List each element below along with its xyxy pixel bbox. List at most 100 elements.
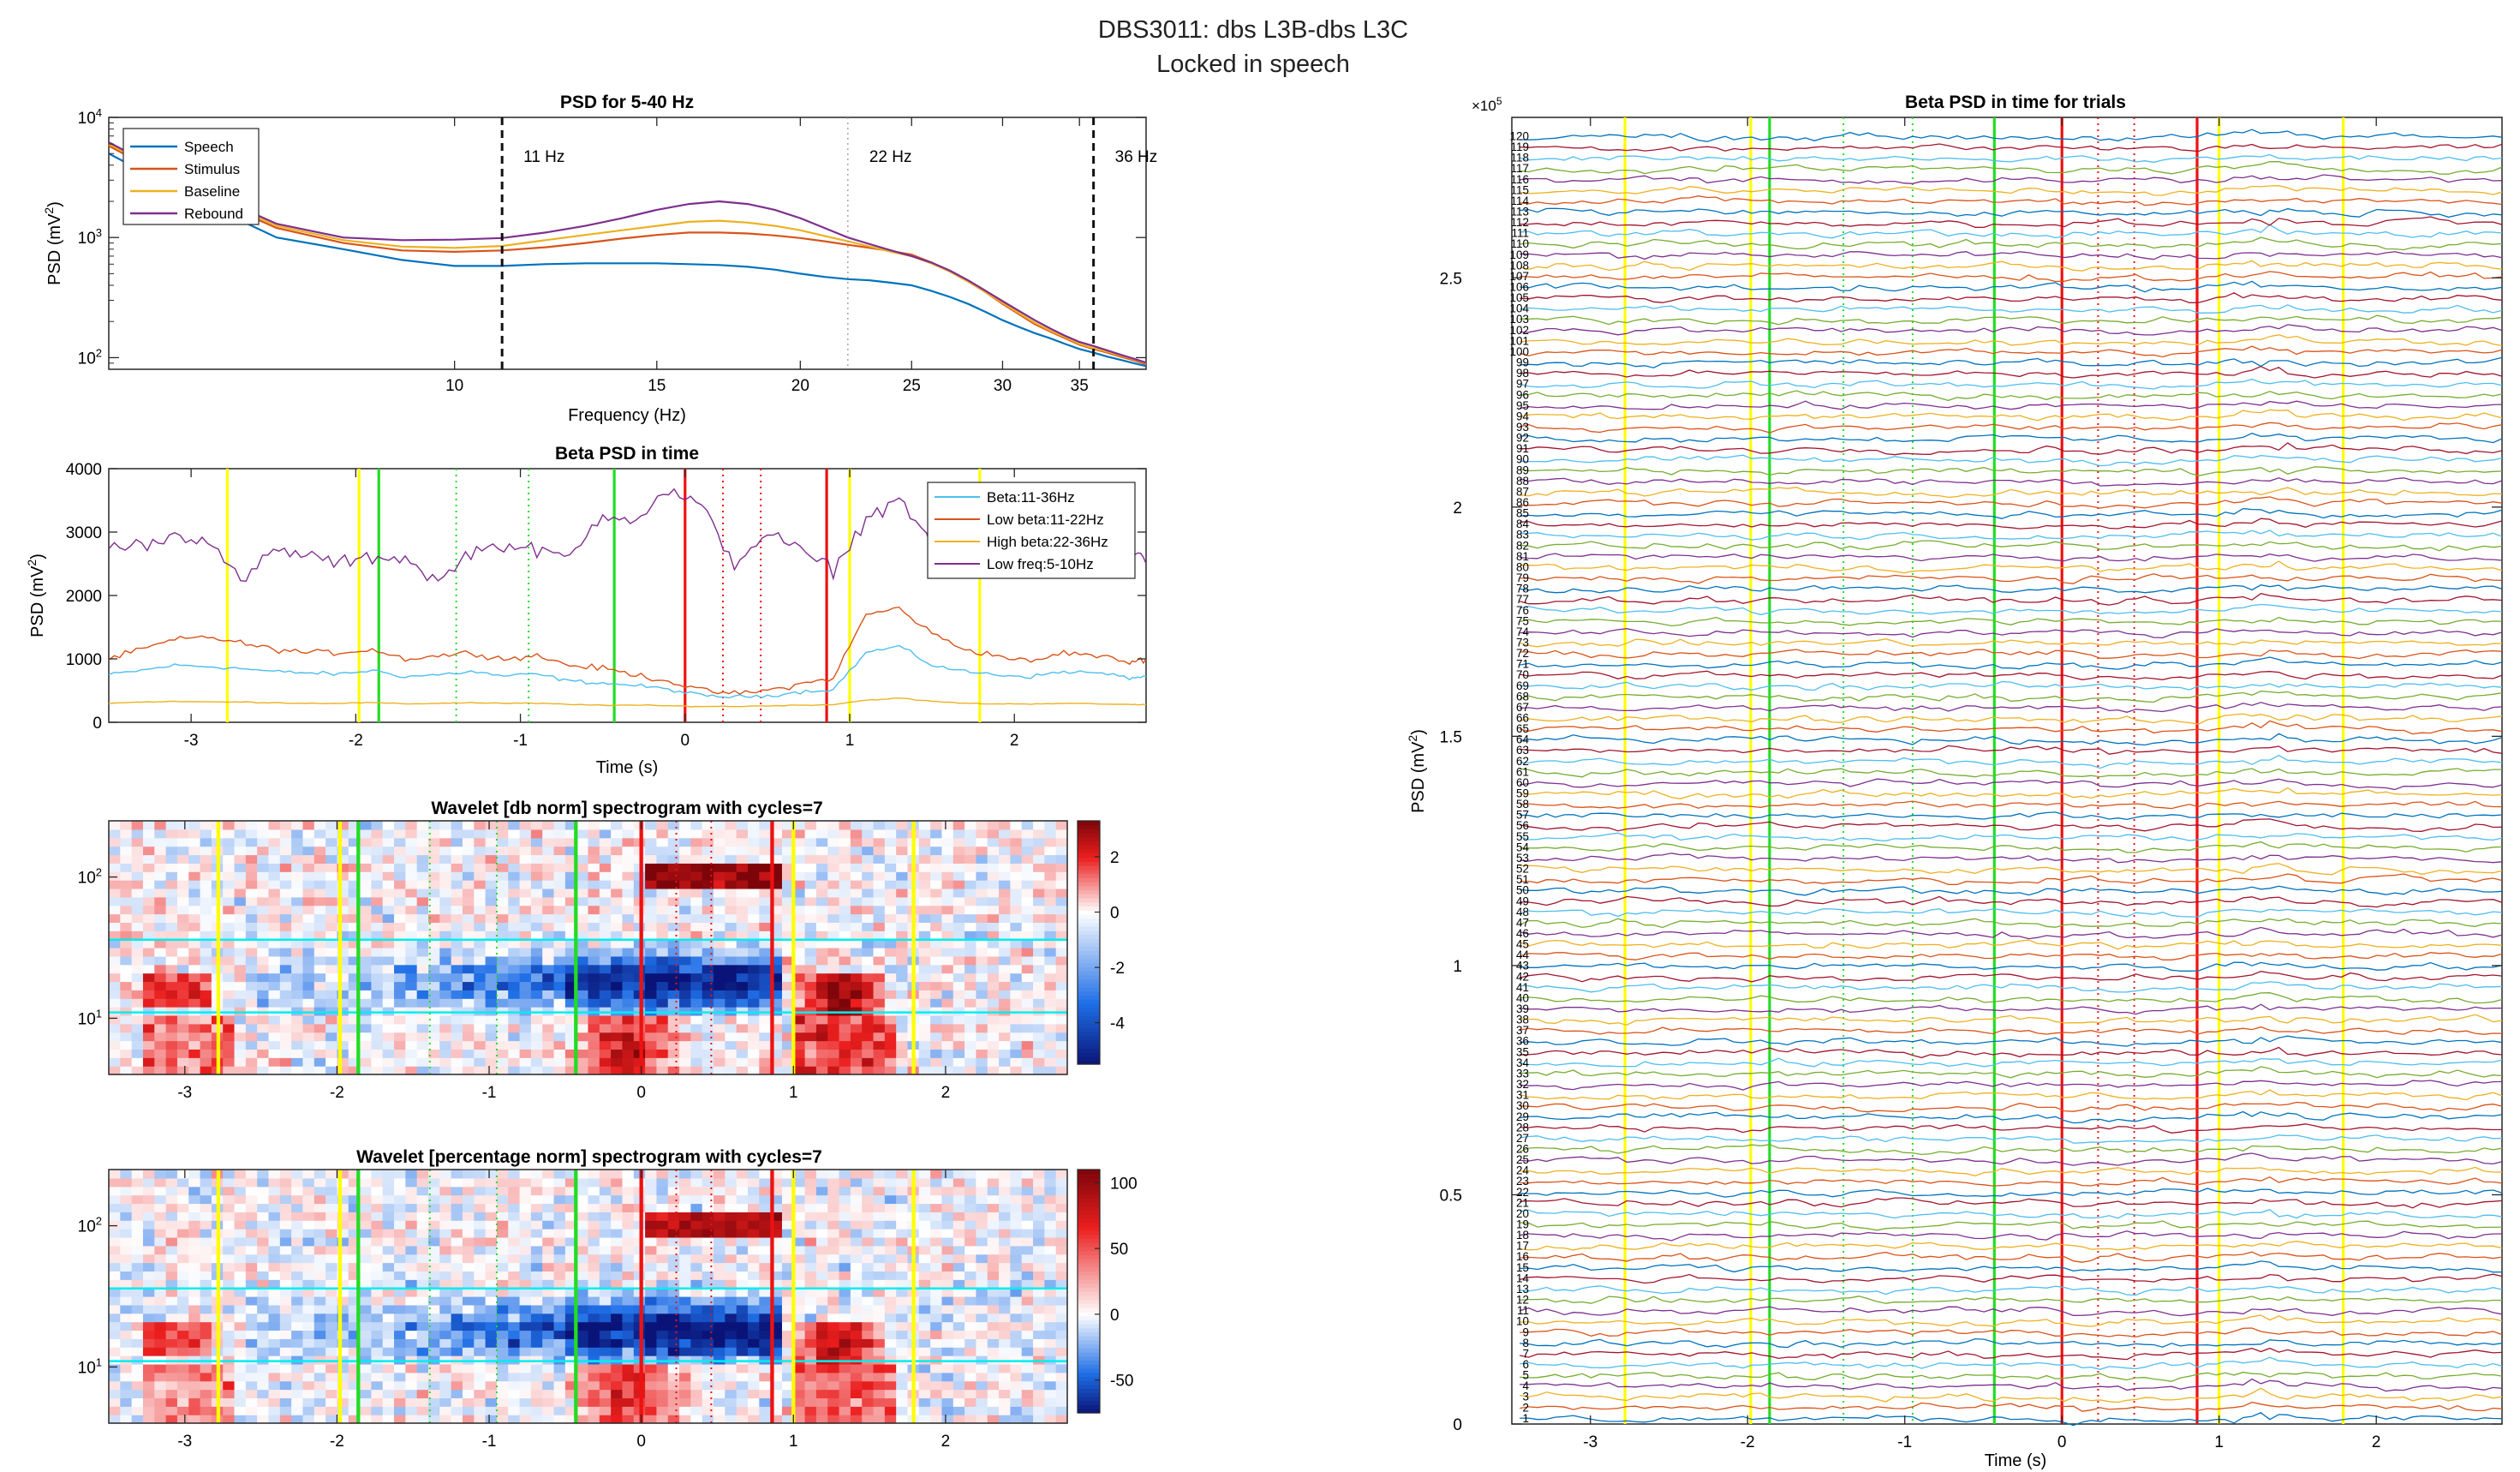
- wavelet-db-cell: [679, 888, 691, 898]
- wavelet-db-cell: [964, 1014, 977, 1025]
- wavelet-db-cell: [1010, 948, 1023, 957]
- wavelet-db-cell: [223, 1057, 236, 1067]
- wavelet-db-cell: [781, 922, 794, 931]
- wavelet-pct-cell: [645, 1313, 658, 1323]
- wavelet-db-cell: [291, 837, 304, 847]
- wavelet-pct-cell: [496, 1355, 509, 1365]
- wavelet-pct-cell: [474, 1229, 487, 1238]
- wavelet-db-cell: [462, 1014, 475, 1025]
- wavelet-pct-cell: [131, 1279, 144, 1289]
- wavelet-db-cell: [496, 939, 509, 948]
- wavelet-pct-cell: [188, 1279, 201, 1289]
- wavelet-pct-cell: [781, 1177, 794, 1188]
- wavelet-db-cell: [530, 1040, 543, 1050]
- wavelet-db-colorbar-cell: [1078, 971, 1100, 976]
- wavelet-pct-cell: [200, 1321, 212, 1331]
- wavelet-db-cell: [542, 913, 555, 923]
- wavelet-pct-cell: [291, 1296, 304, 1306]
- wavelet-pct-cell: [690, 1170, 703, 1179]
- wavelet-pct-cell: [576, 1321, 589, 1331]
- wavelet-db-cell: [291, 990, 304, 999]
- wavelet-db-cell: [1044, 863, 1057, 872]
- wavelet-pct-cell: [656, 1363, 669, 1373]
- wavelet-pct-cell: [223, 1271, 236, 1280]
- wavelet-db-cell: [257, 913, 270, 923]
- wavelet-db-cell: [611, 922, 624, 931]
- wavelet-db-cell: [1010, 930, 1023, 940]
- wavelet-db-cell: [725, 837, 737, 847]
- wavelet-pct-cell: [314, 1363, 326, 1373]
- wavelet-db-cell: [348, 1014, 361, 1025]
- psd-legend-label: Baseline: [184, 183, 240, 200]
- wavelet-pct-cell: [679, 1203, 691, 1212]
- wavelet-pct-cell: [302, 1415, 315, 1424]
- wavelet-db-cell: [793, 1057, 806, 1067]
- wavelet-db-cell: [815, 1066, 828, 1075]
- wavelet-pct-cell: [416, 1170, 429, 1179]
- wavelet-db-cell: [234, 922, 247, 931]
- wavelet-db-cell: [508, 1032, 521, 1042]
- wavelet-db-cell: [815, 854, 828, 864]
- wavelet-db-cell: [154, 1023, 167, 1033]
- wavelet-pct-cell: [690, 1271, 703, 1280]
- wavelet-pct-cell: [850, 1194, 863, 1205]
- wavelet-db-cell: [918, 1014, 931, 1025]
- wavelet-db-cell: [690, 1032, 703, 1042]
- wavelet-pct-cell: [793, 1415, 806, 1424]
- wavelet-pct-cell: [188, 1304, 201, 1314]
- wavelet-db-cell: [884, 821, 897, 830]
- wavelet-db-cell: [382, 948, 395, 957]
- wavelet-pct-cell: [850, 1406, 863, 1415]
- wavelet-db-colorbar-cell: [1078, 1032, 1100, 1037]
- wavelet-pct-cell: [850, 1296, 863, 1306]
- wavelet-pct-cell: [314, 1220, 326, 1230]
- wavelet-db-cell: [918, 871, 931, 881]
- wavelet-pct-cell: [748, 1271, 760, 1280]
- wavelet-db-cell: [1010, 1040, 1023, 1050]
- wavelet-db-cell: [234, 846, 247, 856]
- wavelet-pct-cell: [268, 1254, 281, 1264]
- wavelet-pct-cell: [759, 1220, 772, 1230]
- wavelet-db-cell: [714, 846, 726, 856]
- wavelet-db-cell: [862, 955, 875, 966]
- wavelet-pct-cell: [165, 1203, 178, 1212]
- wavelet-db-cell: [611, 829, 624, 839]
- wavelet-pct-cell: [576, 1262, 589, 1272]
- wavelet-pct-cell: [245, 1236, 258, 1247]
- wavelet-db-cell: [576, 837, 589, 847]
- wavelet-pct-cell: [165, 1220, 178, 1230]
- wavelet-pct-cell: [176, 1194, 189, 1205]
- wavelet-pct-cell: [564, 1236, 577, 1247]
- beta-time-panel: Beta PSD in time -3 -2 -1 0 1 201000200030004…: [25, 444, 1147, 777]
- wavelet-db-cell: [827, 1032, 840, 1042]
- wavelet-pct-cell: [667, 1389, 680, 1398]
- wavelet-pct-cell: [176, 1296, 189, 1306]
- wavelet-db-cell: [394, 964, 406, 974]
- wavelet-pct-cell: [679, 1186, 691, 1196]
- wavelet-pct-cell: [325, 1363, 338, 1373]
- wavelet-db-cell: [645, 905, 658, 915]
- wavelet-pct-cell: [120, 1406, 133, 1415]
- wavelet-pct-cell: [474, 1372, 487, 1382]
- wavelet-pct-cell: [439, 1186, 452, 1196]
- wavelet-db-cell: [508, 1066, 521, 1075]
- wavelet-pct-cell: [394, 1355, 406, 1365]
- wavelet-pct-cell: [519, 1170, 532, 1179]
- wavelet-db-cell: [770, 871, 783, 881]
- wavelet-pct-cell: [131, 1203, 144, 1212]
- wavelet-pct-cell: [439, 1321, 452, 1331]
- wavelet-db-cell: [679, 1014, 691, 1025]
- wavelet-db-cell: [884, 1057, 897, 1067]
- wavelet-pct-cell: [645, 1296, 658, 1306]
- wavelet-pct-cell: [611, 1245, 624, 1255]
- wavelet-pct-cell: [154, 1363, 167, 1373]
- wavelet-db-cell: [976, 863, 988, 872]
- wavelet-db-cell: [576, 1007, 589, 1016]
- wavelet-db-cell: [850, 981, 863, 990]
- wavelet-pct-cell: [599, 1170, 612, 1179]
- wavelet-pct-cell: [496, 1372, 509, 1382]
- wavelet-pct-cell: [542, 1330, 555, 1339]
- wavelet-db-cell: [485, 821, 498, 830]
- wavelet-db-cell: [862, 972, 875, 983]
- wavelet-pct-cell: [451, 1194, 463, 1205]
